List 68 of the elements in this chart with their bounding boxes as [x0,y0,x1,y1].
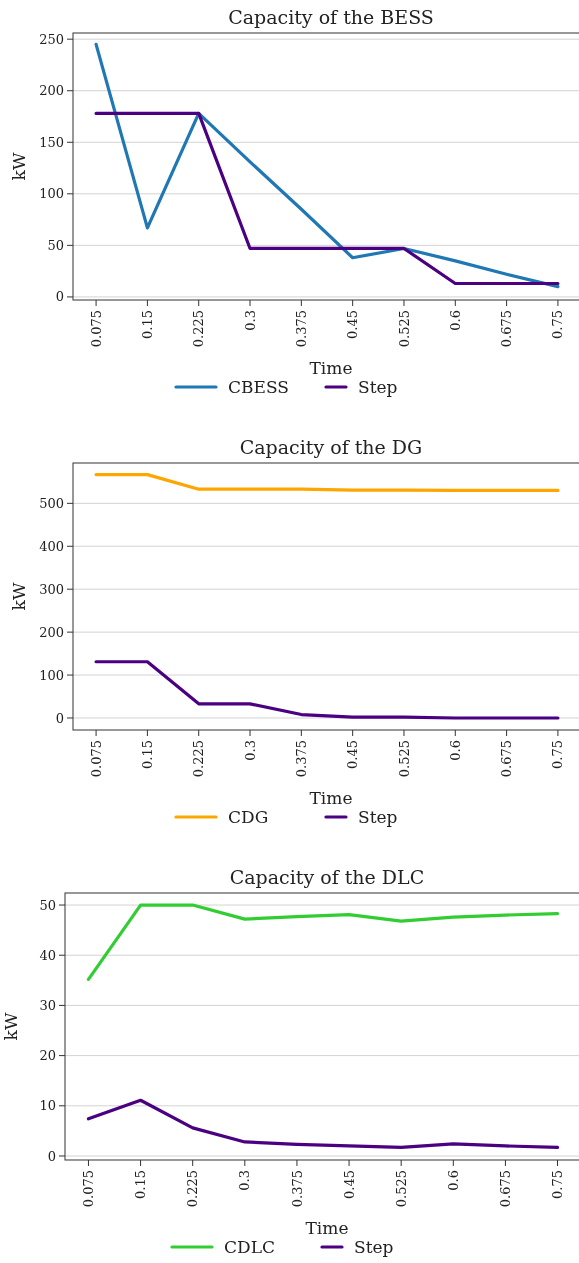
x-axis-title: Time [309,788,353,808]
y-axis-title: kW [9,152,29,181]
x-tick-label: 0.75 [550,310,566,339]
x-tick-label: 0.375 [289,1170,305,1208]
x-tick-label: 0.3 [242,310,258,331]
y-tick-label: 50 [47,237,64,253]
x-tick-label: 0.225 [191,310,207,348]
y-tick-label: 0 [55,710,64,726]
x-tick-label: 0.675 [497,1170,513,1208]
y-tick-label: 200 [39,83,64,99]
x-tick-label: 0.075 [88,740,104,778]
x-tick-label: 0.675 [499,740,515,778]
x-tick-label: 0.525 [396,310,412,348]
y-tick-label: 0 [47,1148,56,1164]
x-tick-label: 0.225 [191,740,207,778]
legend-label: Step [358,806,398,827]
x-tick-label: 0.3 [237,1170,253,1191]
y-tick-label: 250 [39,31,64,47]
line-series [86,903,560,981]
x-axis-title: Time [305,1218,349,1238]
y-tick-label: 40 [39,947,56,963]
x-tick-label: 0.225 [185,1170,201,1208]
x-tick-label: 0.15 [139,740,155,769]
line-series [94,472,560,493]
y-tick-label: 30 [39,997,56,1013]
x-tick-label: 0.75 [550,1170,566,1199]
legend-label: CDLC [224,1236,275,1257]
x-tick-label: 0.45 [345,310,361,339]
x-tick-label: 0.6 [445,1170,461,1191]
x-tick-label: 0.675 [499,310,515,348]
y-tick-label: 100 [39,186,64,202]
y-tick-label: 300 [39,581,64,597]
legend-label: CDG [228,806,269,827]
x-tick-label: 0.6 [447,740,463,761]
x-tick-label: 0.45 [341,1170,357,1199]
y-tick-label: 500 [39,495,64,511]
y-tick-label: 100 [39,667,64,683]
x-tick-label: 0.75 [550,740,566,769]
legend-label: Step [358,376,398,397]
x-tick-label: 0.15 [133,1170,149,1199]
x-tick-label: 0.375 [293,740,309,778]
y-tick-label: 10 [39,1098,56,1114]
legend-label: CBESS [228,376,289,397]
y-axis-title: kW [1,1012,21,1041]
chart-title: Capacity of the DLC [229,866,425,888]
line-series [86,1098,560,1150]
x-tick-label: 0.45 [345,740,361,769]
x-tick-label: 0.3 [242,740,258,761]
y-tick-label: 0 [55,289,64,305]
x-tick-label: 0.075 [88,310,104,348]
line-series [94,42,560,289]
x-tick-label: 0.075 [81,1170,96,1208]
y-tick-label: 20 [39,1048,56,1064]
y-tick-label: 150 [39,134,64,150]
legend-label: Step [354,1236,394,1257]
x-tick-label: 0.525 [396,740,412,778]
x-tick-label: 0.15 [139,310,155,339]
y-tick-label: 400 [39,538,64,554]
chart-title: Capacity of the BESS [228,6,434,28]
y-axis-title: kW [9,582,29,611]
x-tick-label: 0.375 [293,310,309,348]
x-tick-label: 0.6 [447,310,463,331]
line-series [94,660,560,720]
x-axis-title: Time [309,358,353,378]
y-tick-label: 200 [39,624,64,640]
chart-title: Capacity of the DG [239,436,423,458]
y-tick-label: 50 [39,897,56,913]
x-tick-label: 0.525 [393,1170,409,1208]
